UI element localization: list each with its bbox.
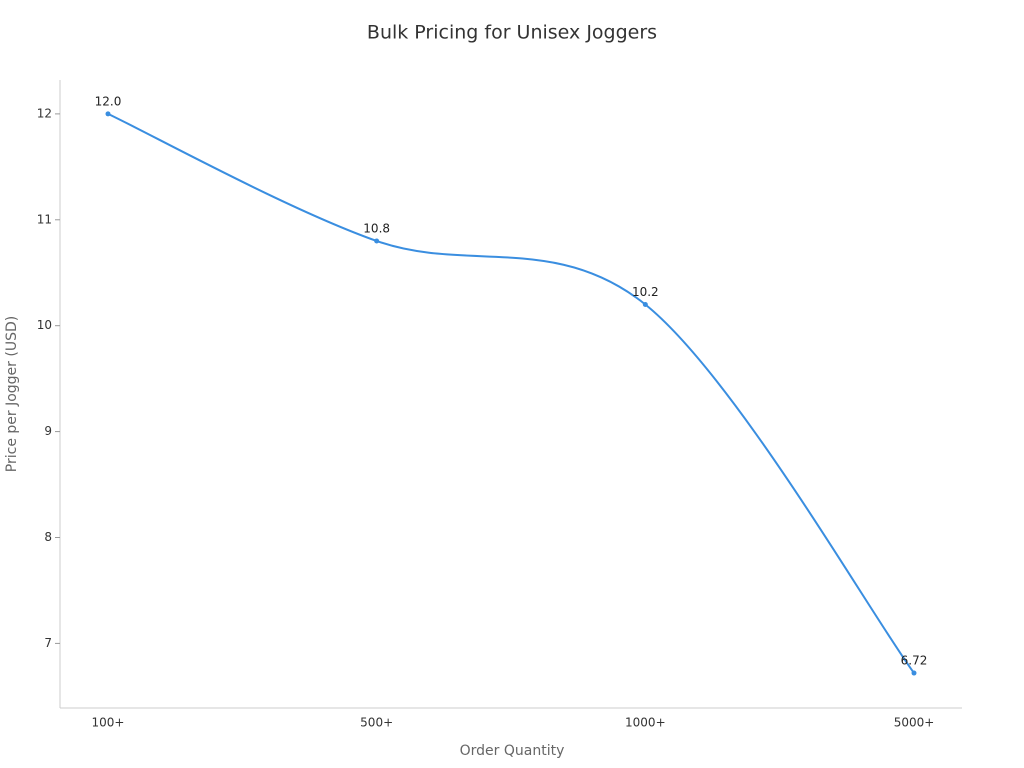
value-label: 10.8 — [363, 221, 390, 235]
y-tick-label: 11 — [37, 212, 52, 226]
y-tick-label: 12 — [37, 106, 52, 120]
point — [105, 111, 111, 117]
x-tick-label: 5000+ — [894, 716, 935, 730]
y-tick-label: 7 — [44, 636, 52, 650]
x-tick-label: 500+ — [360, 716, 393, 730]
x-tick-label: 1000+ — [625, 716, 666, 730]
point — [642, 302, 648, 308]
line — [107, 112, 915, 674]
value-label: 6.72 — [901, 654, 928, 668]
y-tick-label: 10 — [37, 318, 52, 332]
point — [911, 670, 917, 676]
value-label: 12.0 — [95, 94, 122, 108]
y-tick-label: 9 — [44, 424, 52, 438]
y-axis-label: Price per Jogger (USD) — [4, 316, 20, 472]
x-tick-label: 100+ — [92, 716, 125, 730]
value-label: 10.2 — [632, 285, 659, 299]
chart-title: Bulk Pricing for Unisex Joggers — [367, 22, 657, 44]
x-axis-label: Order Quantity — [460, 743, 565, 759]
y-tick-label: 8 — [44, 530, 52, 544]
point — [374, 238, 380, 244]
